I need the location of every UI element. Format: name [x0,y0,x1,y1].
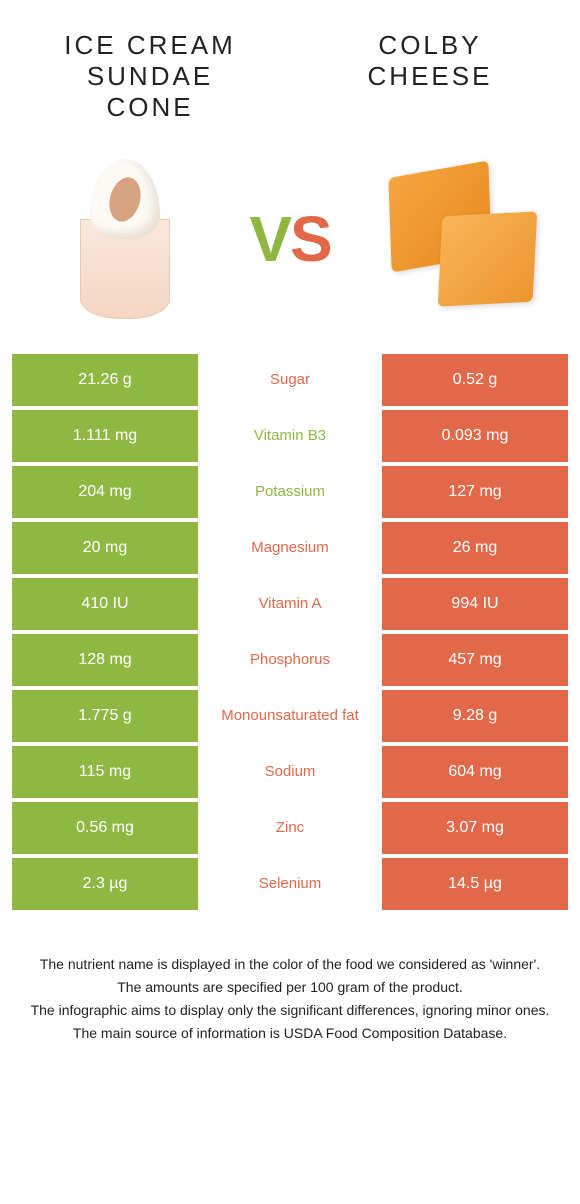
images-row: VS [0,134,580,354]
right-value-cell: 994 IU [382,578,568,630]
sundae-icon [65,159,185,319]
left-value-cell: 20 mg [12,522,198,574]
nutrient-row: 1.775 gMonounsaturated fat9.28 g [12,690,568,742]
nutrient-row: 115 mgSodium604 mg [12,746,568,798]
left-food-title: ICE CREAM SUNDAE CONE [40,30,260,124]
cheese-icon [370,169,540,309]
right-value-cell: 26 mg [382,522,568,574]
vs-label: VS [249,202,330,276]
nutrient-table: 21.26 gSugar0.52 g1.111 mgVitamin B30.09… [0,354,580,910]
nutrient-label-cell: Monounsaturated fat [198,690,382,742]
left-value-cell: 410 IU [12,578,198,630]
left-value-cell: 21.26 g [12,354,198,406]
nutrient-row: 2.3 µgSelenium14.5 µg [12,858,568,910]
right-value-cell: 127 mg [382,466,568,518]
nutrient-label-cell: Selenium [198,858,382,910]
right-value-cell: 457 mg [382,634,568,686]
footer-line: The main source of information is USDA F… [30,1023,550,1044]
left-value-cell: 204 mg [12,466,198,518]
nutrient-label-cell: Vitamin B3 [198,410,382,462]
right-value-cell: 604 mg [382,746,568,798]
nutrient-row: 410 IUVitamin A994 IU [12,578,568,630]
footer-line: The amounts are specified per 100 gram o… [30,977,550,998]
nutrient-row: 1.111 mgVitamin B30.093 mg [12,410,568,462]
nutrient-label-cell: Vitamin A [198,578,382,630]
nutrient-row: 20 mgMagnesium26 mg [12,522,568,574]
footer-line: The infographic aims to display only the… [30,1000,550,1021]
vs-v: V [249,203,290,275]
nutrient-row: 0.56 mgZinc3.07 mg [12,802,568,854]
nutrient-label-cell: Phosphorus [198,634,382,686]
left-value-cell: 128 mg [12,634,198,686]
nutrient-label-cell: Sodium [198,746,382,798]
right-value-cell: 3.07 mg [382,802,568,854]
right-value-cell: 9.28 g [382,690,568,742]
left-value-cell: 0.56 mg [12,802,198,854]
left-value-cell: 1.775 g [12,690,198,742]
footer-notes: The nutrient name is displayed in the co… [0,914,580,1066]
left-food-image [40,154,210,324]
nutrient-row: 204 mgPotassium127 mg [12,466,568,518]
vs-s: S [290,203,331,275]
right-value-cell: 0.52 g [382,354,568,406]
right-food-image [370,154,540,324]
footer-line: The nutrient name is displayed in the co… [30,954,550,975]
right-value-cell: 0.093 mg [382,410,568,462]
right-value-cell: 14.5 µg [382,858,568,910]
nutrient-row: 21.26 gSugar0.52 g [12,354,568,406]
left-value-cell: 2.3 µg [12,858,198,910]
nutrient-row: 128 mgPhosphorus457 mg [12,634,568,686]
header: ICE CREAM SUNDAE CONE COLBY CHEESE [0,0,580,134]
nutrient-label-cell: Magnesium [198,522,382,574]
right-food-title: COLBY CHEESE [320,30,540,124]
left-value-cell: 1.111 mg [12,410,198,462]
nutrient-label-cell: Potassium [198,466,382,518]
left-value-cell: 115 mg [12,746,198,798]
nutrient-label-cell: Sugar [198,354,382,406]
nutrient-label-cell: Zinc [198,802,382,854]
